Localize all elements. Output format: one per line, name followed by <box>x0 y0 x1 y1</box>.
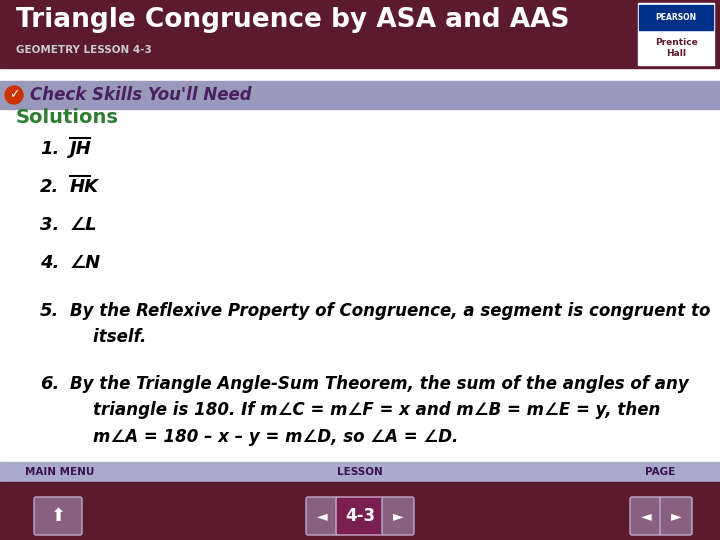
Text: 4.: 4. <box>40 254 59 272</box>
FancyBboxPatch shape <box>34 497 82 535</box>
Text: ⬆: ⬆ <box>50 507 66 525</box>
Text: ◄: ◄ <box>317 509 328 523</box>
Text: ✓: ✓ <box>9 89 19 102</box>
Text: Solutions: Solutions <box>16 108 119 127</box>
Bar <box>638 3 714 65</box>
Text: 3.: 3. <box>40 216 59 234</box>
Text: By the Reflexive Property of Congruence, a segment is congruent to
    itself.: By the Reflexive Property of Congruence,… <box>70 302 711 346</box>
Bar <box>0 0 720 68</box>
FancyBboxPatch shape <box>382 497 414 535</box>
Text: MAIN MENU: MAIN MENU <box>25 467 95 477</box>
Text: 6.: 6. <box>40 375 59 393</box>
Text: JH: JH <box>70 140 92 158</box>
Text: GEOMETRY LESSON 4-3: GEOMETRY LESSON 4-3 <box>16 45 152 55</box>
Text: ◄: ◄ <box>641 509 652 523</box>
Text: Prentice
Hall: Prentice Hall <box>654 38 698 58</box>
FancyBboxPatch shape <box>336 497 384 535</box>
Circle shape <box>5 86 23 104</box>
Text: PEARSON: PEARSON <box>655 12 696 22</box>
Text: 4-3: 4-3 <box>345 507 375 525</box>
Text: Check Skills You'll Need: Check Skills You'll Need <box>30 86 251 104</box>
Bar <box>639 5 713 30</box>
Bar <box>0 482 720 540</box>
Text: ∠L: ∠L <box>70 216 98 234</box>
Text: 5.: 5. <box>40 302 59 320</box>
Text: ►: ► <box>392 509 403 523</box>
Text: 1.: 1. <box>40 140 59 158</box>
Text: LESSON: LESSON <box>337 467 383 477</box>
FancyBboxPatch shape <box>630 497 662 535</box>
Text: PAGE: PAGE <box>645 467 675 477</box>
Text: 2.: 2. <box>40 178 59 196</box>
FancyBboxPatch shape <box>660 497 692 535</box>
Text: HK: HK <box>70 178 99 196</box>
Bar <box>0 81 720 109</box>
Bar <box>0 462 720 482</box>
Text: Triangle Congruence by ASA and AAS: Triangle Congruence by ASA and AAS <box>16 7 570 33</box>
Text: ►: ► <box>671 509 681 523</box>
Text: By the Triangle Angle-Sum Theorem, the sum of the angles of any
    triangle is : By the Triangle Angle-Sum Theorem, the s… <box>70 375 689 446</box>
FancyBboxPatch shape <box>306 497 338 535</box>
Text: ∠N: ∠N <box>70 254 102 272</box>
